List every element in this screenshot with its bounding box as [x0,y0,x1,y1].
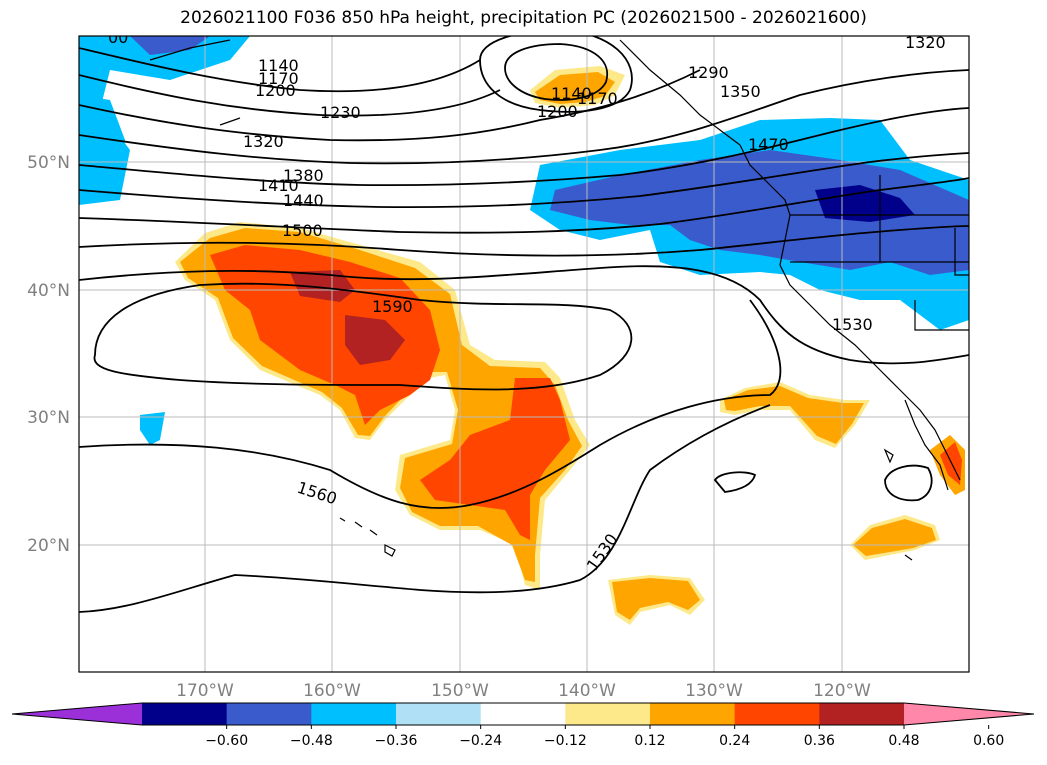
lat-label: 30°N [27,408,70,428]
lon-label: 150°W [431,681,489,701]
colorbar-tick-label: 0.60 [973,733,1004,749]
colorbar-swatch [480,703,566,725]
colorbar-swatch [734,703,820,725]
colorbar-tick-label: 0.24 [719,733,750,749]
colorbar-extend-high [904,703,1034,725]
latitude-labels: 50°N 40°N 30°N 20°N [27,153,70,556]
height-contours [79,36,969,613]
colorbar-tick-label: 0.12 [634,733,665,749]
longitude-labels: 170°W 160°W 150°W 140°W 130°W 120°W [176,681,871,701]
graticule [79,36,969,672]
colorbar-swatch [819,703,905,725]
colorbar-tick-label: 0.48 [888,733,919,749]
colorbar-swatch [226,703,312,725]
contour-label: 1200 [537,102,578,121]
lon-label: 170°W [176,681,234,701]
map-area: 1140 1170 1200 1230 1320 1380 1410 1440 … [79,28,969,672]
contour-label: 1140 [258,56,299,75]
contour-label: 00 [108,28,128,47]
contour-labels: 1140 1170 1200 1230 1320 1380 1410 1440 … [108,28,946,574]
colorbar-swatch [396,703,482,725]
contour-label: 1380 [283,166,324,185]
contour-label: 1350 [720,82,761,101]
contour-label: 1200 [255,81,296,100]
colorbar-swatch [565,703,651,725]
contour-label: 1530 [832,315,873,334]
colorbar-tick-label: −0.12 [544,733,587,749]
map-title: 2026021100 F036 850 hPa height, precipit… [180,8,867,28]
lat-label: 40°N [27,281,70,301]
colorbar-swatch [142,703,228,725]
contour-label: 1590 [372,297,413,316]
lon-label: 160°W [303,681,361,701]
colorbar-tick-label: −0.36 [375,733,418,749]
contour-label: 1170 [258,69,299,88]
colorbar-extend-low [12,703,142,725]
lon-label: 130°W [685,681,743,701]
colorbar-tick-label: −0.24 [459,733,502,749]
colorbar-tick-label: −0.60 [205,733,248,749]
contour-label: 1470 [748,135,789,154]
contour-label: 1290 [688,63,729,82]
contour-label: 1170 [577,89,618,108]
colorbar-swatch [650,703,736,725]
contour-label: 1320 [243,132,284,151]
colorbar-swatch [311,703,397,725]
colorbar-tick-label: 0.36 [804,733,835,749]
colorbar-tick-label: −0.48 [290,733,333,749]
contour-label: 1230 [320,103,361,122]
contour-label: 1320 [905,33,946,52]
contour-label: 1140 [551,84,592,103]
negative-precip-regions [79,36,969,445]
contour-label: 1440 [283,191,324,210]
contour-label: 1500 [282,221,323,240]
lon-label: 120°W [813,681,871,701]
lat-label: 50°N [27,153,70,173]
colorbar-outline [11,702,1035,726]
map-frame [78,35,970,673]
colorbar: −0.60 −0.48 −0.36 −0.24 −0.12 0.12 0.24 0.36 0.4… [11,702,1035,749]
lon-label: 140°W [558,681,616,701]
contour-label: 1410 [258,176,299,195]
lat-label: 20°N [27,536,70,556]
